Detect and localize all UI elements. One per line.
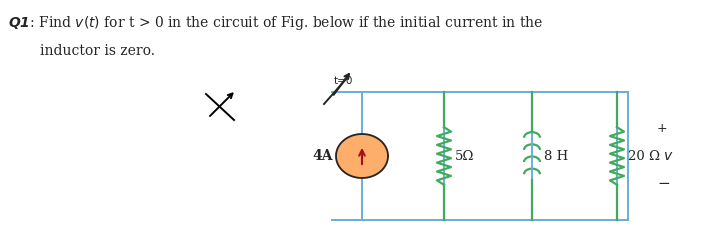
Text: −: − xyxy=(657,177,670,191)
Text: t=0: t=0 xyxy=(334,76,353,86)
Text: 8 H: 8 H xyxy=(544,150,568,162)
Polygon shape xyxy=(336,134,388,178)
Text: $\bfit{Q1}$: Find $\mathit{v(t)}$ for t > 0 in the circuit of Fig. below if the : $\bfit{Q1}$: Find $\mathit{v(t)}$ for t … xyxy=(8,14,543,32)
Text: 5Ω: 5Ω xyxy=(455,150,474,162)
Text: inductor is zero.: inductor is zero. xyxy=(40,44,155,58)
Text: 4A: 4A xyxy=(313,149,333,163)
Text: +: + xyxy=(657,122,668,134)
Text: 20 Ω: 20 Ω xyxy=(628,150,660,162)
Text: $\mathit{v}$: $\mathit{v}$ xyxy=(663,149,674,163)
